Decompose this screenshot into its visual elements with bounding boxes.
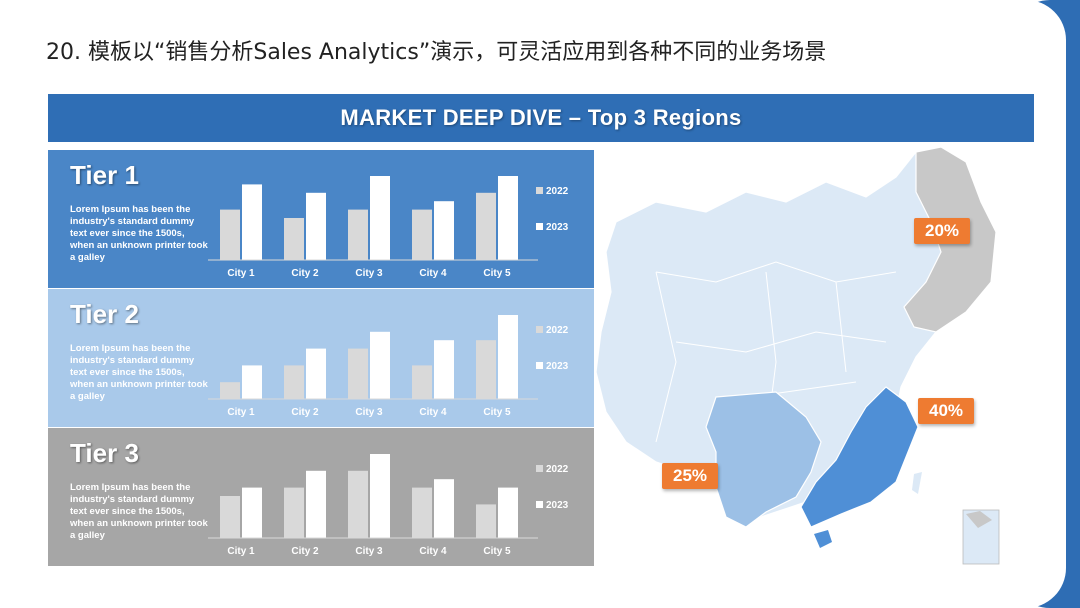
legend-swatch: [536, 501, 543, 508]
legend-swatch: [536, 187, 543, 194]
inset-shape: [966, 511, 992, 528]
bar-2023: [370, 454, 390, 538]
tier-description: Lorem Ipsum has been the industry's stan…: [70, 204, 208, 263]
legend-label: 2023: [546, 361, 569, 372]
bar-2023: [242, 184, 262, 260]
bar-2022: [476, 192, 496, 260]
x-tick-label: City 4: [419, 546, 447, 557]
tier-description: Lorem Ipsum has been the industry's stan…: [70, 482, 208, 541]
bar-2023: [498, 487, 518, 538]
bar-2022: [284, 218, 304, 260]
map-island-hainan: [814, 530, 832, 548]
bar-2022: [476, 340, 496, 399]
bar-2023: [434, 340, 454, 399]
legend-label: 2022: [546, 464, 569, 475]
bar-2023: [370, 176, 390, 260]
tier-1-chart: City 1 City 2 City 3 City 4 City 5 2022 2023: [208, 176, 569, 279]
x-tick-label: City 2: [291, 268, 319, 279]
legend-label: 2023: [546, 500, 569, 511]
legend-swatch: [536, 223, 543, 230]
bar-2023: [242, 365, 262, 399]
legend-swatch: [536, 362, 543, 369]
map-region-southwest: [705, 391, 822, 528]
x-tick-label: City 2: [291, 546, 319, 557]
legend-swatch: [536, 326, 543, 333]
x-tick-label: City 1: [227, 546, 255, 557]
callout-east: 40%: [918, 398, 975, 424]
bar-2023: [306, 192, 326, 260]
bar-2022: [412, 487, 432, 538]
legend-label: 2022: [546, 186, 569, 197]
bar-2022: [220, 209, 240, 260]
bar-2022: [476, 504, 496, 538]
bar-2022: [348, 470, 368, 538]
bar-2022: [412, 365, 432, 399]
bar-2022: [284, 487, 304, 538]
page-title: 20. 模板以“销售分析Sales Analytics”演示，可灵活应用到各种不…: [46, 40, 827, 65]
bar-2023: [434, 201, 454, 260]
header-bar: MARKET DEEP DIVE – Top 3 Regions: [48, 94, 1034, 142]
x-tick-label: City 5: [483, 546, 511, 557]
callout-south: 25%: [662, 463, 719, 489]
x-tick-label: City 2: [291, 407, 319, 418]
tier-title: Tier 3: [70, 438, 139, 468]
x-tick-label: City 1: [227, 407, 255, 418]
map-island-taiwan: [912, 472, 922, 494]
bar-2023: [242, 487, 262, 538]
tier-2-panel: Tier 2 Lorem Ipsum has been the industry…: [48, 289, 594, 427]
x-tick-label: City 3: [355, 407, 383, 418]
bar-2023: [370, 331, 390, 399]
legend-label: 2023: [546, 222, 569, 233]
tier-1-panel: Tier 1 Lorem Ipsum has been the industry…: [48, 150, 594, 288]
bar-2023: [306, 348, 326, 399]
x-tick-label: City 1: [227, 268, 255, 279]
legend-swatch: [536, 465, 543, 472]
legend-label: 2022: [546, 325, 569, 336]
bar-2023: [434, 479, 454, 538]
china-map: [596, 146, 1000, 565]
tier-description: Lorem Ipsum has been the industry's stan…: [70, 343, 208, 402]
bar-2023: [306, 470, 326, 538]
header-title: MARKET DEEP DIVE – Top 3 Regions: [340, 105, 742, 130]
map-region-southeast: [800, 386, 919, 528]
x-tick-label: City 4: [419, 407, 447, 418]
x-tick-label: City 4: [419, 268, 447, 279]
tier-title: Tier 1: [70, 160, 139, 190]
corner-inner: [1006, 0, 1066, 608]
bar-2022: [412, 209, 432, 260]
tier-3-panel: Tier 3 Lorem Ipsum has been the industry…: [48, 428, 594, 566]
bar-2023: [498, 315, 518, 399]
callout-north: 20%: [914, 218, 971, 244]
bar-2022: [284, 365, 304, 399]
tier-3-chart: City 1 City 2 City 3 City 4 City 5 2022 2023: [208, 454, 569, 557]
x-tick-label: City 3: [355, 268, 383, 279]
x-tick-label: City 3: [355, 546, 383, 557]
bar-2022: [348, 348, 368, 399]
x-tick-label: City 5: [483, 407, 511, 418]
bar-2022: [220, 496, 240, 538]
map-province-lines: [655, 261, 897, 443]
bar-2022: [220, 382, 240, 399]
bar-2022: [348, 209, 368, 260]
bar-2023: [498, 176, 518, 260]
x-tick-label: City 5: [483, 268, 511, 279]
tier-2-chart: City 1 City 2 City 3 City 4 City 5 2022 2023: [208, 315, 569, 418]
tier-title: Tier 2: [70, 299, 139, 329]
